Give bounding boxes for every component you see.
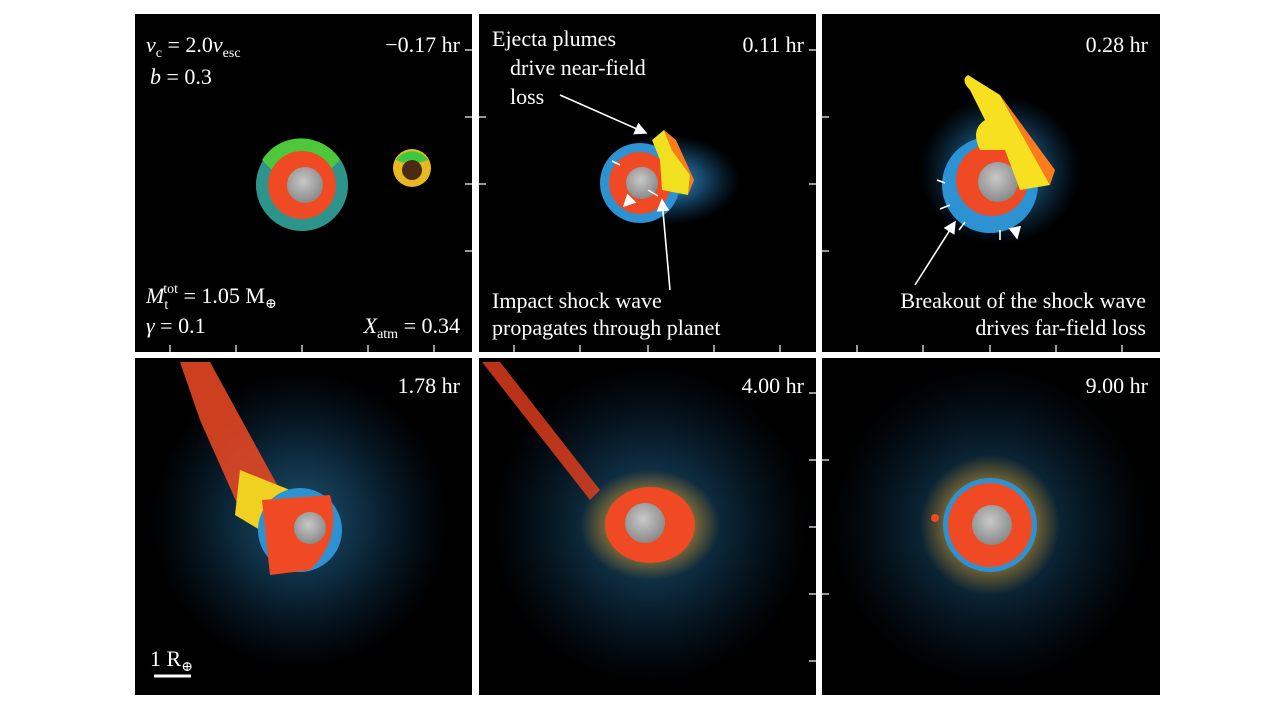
simulation-snapshot (559, 94, 740, 291)
annotation: loss (510, 84, 544, 109)
annotation: propagates through planet (492, 315, 721, 340)
parameter-gamma: γ = 0.1 (146, 313, 206, 338)
time-label: 0.28 hr (1086, 32, 1149, 57)
annotation: drive near-field (510, 55, 646, 80)
parameter-xatm: Xatm = 0.34 (363, 313, 460, 342)
time-label: 4.00 hr (742, 373, 805, 398)
simulation-snapshot (150, 362, 450, 670)
annotation: Ejecta plumes (492, 26, 616, 51)
time-label: 0.11 hr (742, 32, 804, 57)
annotation: Impact shock wave (492, 288, 662, 313)
time-label: 1.78 hr (398, 373, 461, 398)
parameter-mass: Mttot = 1.05 M⊕ (145, 282, 277, 313)
parameter-b: b = 0.3 (150, 64, 212, 89)
simulation-snapshot (830, 365, 1150, 685)
scale-bar-label: 1 R⊕ (150, 646, 193, 675)
simulation-snapshot (256, 138, 431, 231)
parameter-vc: vc = 2.0vesc (146, 32, 241, 61)
annotation: Breakout of the shock wave (900, 288, 1146, 313)
frame-ticks (169, 49, 1123, 662)
time-label: 9.00 hr (1086, 373, 1149, 398)
simulation-snapshot (482, 362, 810, 685)
simulation-snapshot (914, 75, 1080, 286)
annotation: drives far-field loss (975, 315, 1146, 340)
time-label: −0.17 hr (385, 32, 460, 57)
